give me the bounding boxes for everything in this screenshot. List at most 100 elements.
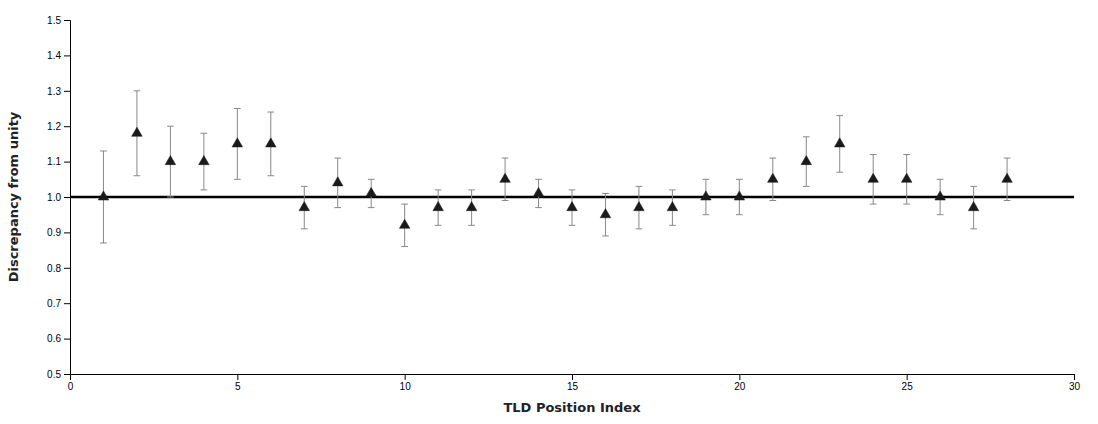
x-axis-tick-mark: [572, 374, 573, 380]
error-bar-cap: [703, 214, 710, 215]
error-bar-cap: [636, 228, 643, 229]
x-axis-tick: 10: [400, 374, 412, 392]
error-bar-cap: [201, 133, 208, 134]
point: [567, 202, 578, 211]
error-bar-cap: [937, 214, 944, 215]
y-axis-tick-mark: [64, 339, 70, 340]
error-bar-cap: [334, 158, 341, 159]
error-bar-cap: [502, 158, 509, 159]
x-axis-tick: 5: [235, 374, 241, 392]
point: [935, 191, 946, 200]
error-bar-cap: [970, 228, 977, 229]
error-bar-cap: [736, 214, 743, 215]
point: [232, 138, 243, 147]
error-bar-cap: [903, 204, 910, 205]
error-bar-cap: [669, 189, 676, 190]
point: [299, 202, 310, 211]
point: [701, 191, 712, 200]
y-axis-line: [64, 21, 71, 375]
point: [98, 191, 109, 200]
error-bar-cap: [401, 246, 408, 247]
x-axis-tick: 30: [1069, 374, 1081, 392]
error-bar-cap: [736, 179, 743, 180]
error-bar-cap: [602, 235, 609, 236]
error-bar-cap: [301, 186, 308, 187]
error-bar-cap: [903, 154, 910, 155]
point: [165, 156, 176, 165]
y-axis-tick-mark: [64, 91, 70, 92]
error-bar-cap: [836, 172, 843, 173]
point: [901, 173, 912, 182]
y-axis-tick-label: 1.5: [47, 15, 61, 26]
chart: 0510152025300.50.60.70.80.91.01.11.21.31…: [0, 0, 1098, 424]
x-axis-tick-label: 15: [567, 381, 579, 392]
y-axis-tick-label: 1.2: [47, 121, 61, 132]
x-axis-tick-label: 25: [902, 381, 914, 392]
y-axis-tick: 0.6: [47, 333, 70, 344]
x-axis-tick: 20: [734, 374, 746, 392]
error-bar-cap: [401, 204, 408, 205]
y-axis-tick: 1.1: [47, 156, 70, 167]
x-axis-tick-mark: [907, 374, 908, 380]
x-axis-tick: 15: [567, 374, 579, 392]
x-axis-tick-label: 20: [734, 381, 746, 392]
point: [734, 191, 745, 200]
error-bar-cap: [435, 189, 442, 190]
error-bars: [100, 91, 1010, 247]
y-axis-tick: 0.7: [47, 298, 70, 309]
y-axis-tick-label: 1.3: [47, 86, 61, 97]
x-axis-tick-mark: [237, 374, 238, 380]
error-bar-cap: [267, 112, 274, 113]
error-bar-cap: [100, 243, 107, 244]
error-bar-cap: [435, 225, 442, 226]
y-axis-tick-mark: [64, 126, 70, 127]
point: [768, 173, 779, 182]
point: [466, 202, 477, 211]
error-bar-cap: [636, 186, 643, 187]
point: [199, 156, 210, 165]
y-axis-tick-mark: [64, 374, 70, 375]
error-bar-cap: [669, 225, 676, 226]
y-axis-tick-mark: [64, 197, 70, 198]
x-axis-tick-mark: [405, 374, 406, 380]
y-axis-title: Discrepancy from unity: [6, 111, 21, 282]
error-bar-cap: [937, 179, 944, 180]
error-bar-cap: [368, 179, 375, 180]
error-bar-cap: [502, 200, 509, 201]
plot-area: 0510152025300.50.60.70.80.91.01.11.21.31…: [47, 15, 1080, 392]
point: [667, 202, 678, 211]
error-bar-cap: [569, 189, 576, 190]
point: [266, 138, 277, 147]
y-axis-tick-label: 0.8: [47, 263, 61, 274]
error-bar-cap: [703, 179, 710, 180]
y-axis-tick-mark: [64, 20, 70, 21]
error-bar-cap: [134, 175, 141, 176]
error-bar-cap: [569, 225, 576, 226]
point: [533, 187, 544, 196]
y-axis-tick: 1.5: [47, 15, 70, 26]
error-bar-cap: [301, 228, 308, 229]
x-axis: 051015202530: [68, 374, 1081, 392]
error-bar-cap: [803, 136, 810, 137]
error-bar-cap: [234, 179, 241, 180]
y-axis-tick: 0.9: [47, 227, 70, 238]
error-bar-cap: [970, 186, 977, 187]
error-bar-cap: [201, 189, 208, 190]
error-bar-cap: [870, 204, 877, 205]
y-axis: 0.50.60.70.80.91.01.11.21.31.41.5: [47, 15, 70, 380]
error-bar-cap: [535, 207, 542, 208]
y-axis-tick-label: 0.5: [47, 369, 61, 380]
error-bar-cap: [769, 158, 776, 159]
error-bar-cap: [334, 207, 341, 208]
error-bar-cap: [769, 200, 776, 201]
error-bar-cap: [234, 108, 241, 109]
point: [1002, 173, 1013, 182]
error-bar-cap: [100, 150, 107, 151]
x-axis-tick: 25: [902, 374, 914, 392]
y-axis-tick-label: 0.9: [47, 227, 61, 238]
point: [132, 127, 143, 136]
y-axis-tick-mark: [64, 268, 70, 269]
error-bar-cap: [167, 126, 174, 127]
y-axis-tick-label: 1.1: [47, 156, 61, 167]
error-bar-cap: [836, 115, 843, 116]
